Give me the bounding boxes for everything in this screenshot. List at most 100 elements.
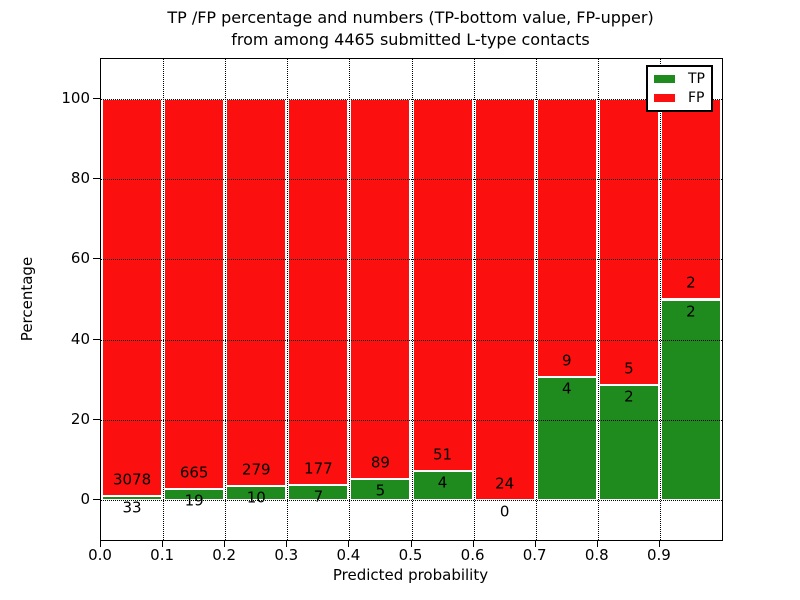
x-tick-4 [348,540,350,547]
bar-segment-fp-0 [102,99,163,496]
legend-item-fp: FP [648,91,711,105]
legend-label-fp: FP [688,90,705,106]
y-tick-label-0: 0 [80,489,90,508]
bar-segment-fp-8 [598,99,659,386]
tp-count-label-3: 7 [313,487,324,506]
horizontal-gridline-1 [101,419,722,421]
legend: TP FP [646,65,713,112]
fp-count-label-6: 24 [495,474,515,493]
legend-label-tp: TP [688,71,705,87]
y-tick-1 [93,418,100,420]
chart-title-line2: from among 4465 submitted L-type contact… [231,30,590,49]
x-tick-0 [100,540,101,547]
y-tick-0 [93,498,100,500]
bar-segment-tp-1 [164,488,225,500]
horizontal-gridline-0 [101,499,722,501]
x-tick-label-9: 0.9 [646,546,671,564]
x-tick-9 [658,540,660,547]
horizontal-gridline-4 [101,179,722,181]
tp-count-label-1: 19 [184,491,204,510]
vertical-gridline-8 [597,59,599,540]
bar-segment-tp-8 [598,385,659,500]
fp-swatch-icon [654,94,675,102]
y-tick-5 [93,98,100,100]
bar-segment-fp-6 [474,99,535,500]
x-tick-6 [472,540,474,547]
y-tick-label-4: 80 [70,169,90,188]
vertical-gridline-3 [287,59,289,540]
tp-count-label-6: 0 [499,502,510,521]
fp-count-label-2: 279 [241,460,271,479]
y-tick-label-5: 100 [61,89,90,108]
vertical-gridline-2 [225,59,227,540]
bar-segment-tp-3 [288,484,349,500]
horizontal-gridline-2 [101,339,722,341]
legend-item-tp: TP [648,72,711,86]
x-tick-1 [162,540,164,547]
fp-count-label-9: 2 [686,273,696,292]
x-tick-label-4: 0.4 [336,546,361,564]
x-tick-3 [286,540,288,547]
fp-count-label-7: 9 [561,351,572,370]
x-tick-label-6: 0.6 [460,546,485,564]
vertical-gridline-4 [349,59,351,540]
x-tick-label-2: 0.2 [212,546,237,564]
x-tick-7 [534,540,536,547]
bar-segment-fp-9 [660,99,721,300]
tp-count-label-7: 4 [561,379,572,398]
tp-count-label-5: 4 [437,473,448,492]
bar-segment-fp-3 [288,99,349,485]
x-tick-label-0: 0.0 [88,546,112,564]
x-axis-label: Predicted probability [332,566,489,584]
bar-segment-tp-0 [102,495,163,500]
tp-count-label-4: 5 [375,481,386,500]
fp-count-label-4: 89 [370,453,390,472]
vertical-gridline-1 [163,59,165,540]
bar-segment-tp-9 [660,299,721,500]
bar-segment-tp-2 [226,486,287,500]
fp-count-label-5: 51 [433,445,453,464]
y-tick-label-2: 40 [70,329,90,348]
fp-count-label-0: 3078 [112,470,152,489]
tp-count-label-8: 2 [624,387,634,406]
fp-count-label-1: 665 [179,463,209,482]
bar-segment-fp-2 [226,99,287,487]
bar-segment-tp-5 [412,470,473,500]
bar-segment-tp-4 [350,478,411,500]
bar-segment-fp-4 [350,99,411,479]
tp-count-label-9: 2 [686,302,696,321]
vertical-gridline-7 [535,59,537,540]
plot-area: 3078 33 665 19 279 10 177 7 89 5 51 4 24 0 9 4 5 2 2 2 [100,58,723,541]
bar-segment-fp-7 [536,99,597,377]
x-tick-label-5: 0.5 [398,546,423,564]
chart-title: TP /FP percentage and numbers (TP-bottom… [100,7,721,51]
horizontal-gridline-5 [101,99,722,101]
y-tick-label-3: 60 [70,249,90,268]
x-tick-2 [224,540,226,547]
x-tick-label-1: 0.1 [150,546,175,564]
tp-count-label-0: 33 [122,498,142,517]
chart-title-line1: TP /FP percentage and numbers (TP-bottom… [167,8,654,27]
tp-swatch-icon [654,75,675,83]
bar-segment-fp-5 [412,99,473,471]
x-tick-label-7: 0.7 [522,546,547,564]
tp-count-label-2: 10 [246,488,266,507]
y-tick-3 [93,258,100,260]
y-tick-2 [93,338,100,340]
fp-count-label-3: 177 [304,459,333,478]
vertical-gridline-5 [411,59,413,540]
x-tick-label-3: 0.3 [274,546,299,564]
x-tick-label-8: 0.8 [584,546,609,564]
x-tick-5 [410,540,412,547]
vertical-gridline-6 [473,59,475,540]
x-tick-8 [596,540,598,547]
vertical-gridline-9 [659,59,661,540]
y-axis-label-text: Percentage [18,256,36,342]
fp-count-label-8: 5 [624,359,634,378]
horizontal-gridline-3 [101,259,722,261]
y-tick-4 [93,178,100,180]
bar-segment-tp-7 [536,376,597,500]
y-tick-label-1: 20 [70,409,90,428]
bar-segment-fp-1 [164,99,225,489]
